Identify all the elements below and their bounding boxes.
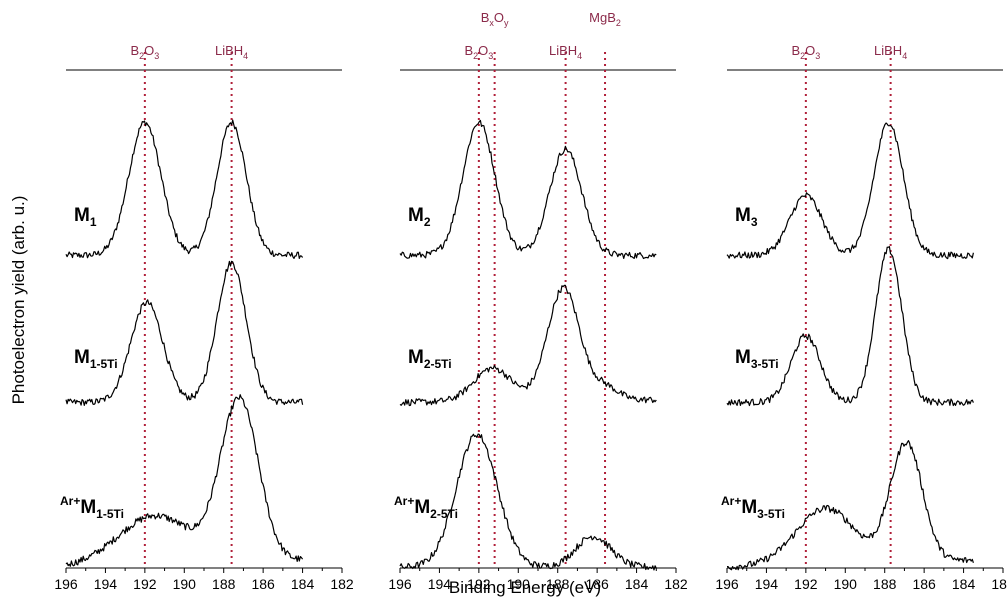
spectrum-m1-5ti [65,260,304,406]
panel-3-tick-label: 188 [873,576,897,592]
panel-3-tick-label: 196 [715,576,739,592]
reference-label-bxoy: BxOy [481,10,509,28]
series-label-m1-5ti: M1-5Ti [74,347,118,371]
spectrum-arplus-m1-5ti [65,394,304,567]
panel-1-tick-label: 182 [330,576,354,592]
panel-1-tick-label: 192 [133,576,157,592]
spectra-layer [65,119,974,571]
reference-label-mgb2: MgB2 [589,10,621,28]
reference-label-b2o3: B2O3 [130,43,159,61]
labels-layer: B2O3 LiBH4 M1 M1-5Ti Ar+M1-5Ti B2O3 BxOy LiBH4 M… [60,10,907,521]
panel-1-tick-label: 186 [251,576,275,592]
panel-2-tick-label: 194 [428,576,452,592]
reference-label-b2o3: B2O3 [791,43,820,61]
panel-1-tick-label: 188 [212,576,236,592]
axes-layer: 196 194 192 190 188 186 184 182 196 194 192 190 188 1… [54,69,1007,592]
spectrum-m3-5ti [726,246,974,407]
spectrum-m2-5ti [399,284,657,407]
reference-label-libh4: LiBH4 [215,43,248,61]
panel-2-tick-label: 184 [625,576,649,592]
series-label-arplus-m3-5ti: Ar+M3-5Ti [721,494,785,521]
reference-label-libh4: LiBH4 [874,43,907,61]
panel-3-tick-label: 182 [991,576,1007,592]
panel-3-tick-label: 194 [755,576,779,592]
series-label-m3: M3 [735,205,758,229]
panel-1-tick-label: 184 [291,576,315,592]
panel-2-tick-label: 186 [585,576,609,592]
spectrum-arplus-m2-5ti [399,433,657,571]
spectrum-m3 [726,122,974,260]
panel-1-tick-label: 196 [54,576,78,592]
panel-2-tick-label: 188 [546,576,570,592]
panel-2-tick-label: 192 [467,576,491,592]
spectrum-m2 [399,119,657,260]
panel-3-tick-label: 190 [834,576,858,592]
panel-2-tick-label: 196 [388,576,412,592]
series-label-arplus-m1-5ti: Ar+M1-5Ti [60,494,124,521]
x-axis-title: Binding Energy (eV) [449,578,601,597]
series-label-m3-5ti: M3-5Ti [735,347,779,371]
series-label-m2: M2 [408,205,431,229]
reference-label-libh4: LiBH4 [549,43,582,61]
reference-lines-layer [143,52,892,568]
panel-3-tick-label: 184 [952,576,976,592]
panel-1-tick-label: 190 [173,576,197,592]
reference-label-b2o3: B2O3 [464,43,493,61]
series-label-m2-5ti: M2-5Ti [408,347,452,371]
series-label-arplus-m2-5ti: Ar+M2-5Ti [394,494,458,521]
spectrum-arplus-m3-5ti [727,440,974,571]
y-axis-title: Photoelectron yield (arb. u.) [9,196,28,405]
panel-2-tick-label: 190 [507,576,531,592]
panel-1-tick-label: 194 [94,576,118,592]
panel-3-tick-label: 192 [794,576,818,592]
spectrum-m1 [65,119,304,259]
panel-3-tick-label: 186 [912,576,936,592]
series-label-m1: M1 [74,205,97,229]
panel-2-tick-label: 182 [664,576,688,592]
